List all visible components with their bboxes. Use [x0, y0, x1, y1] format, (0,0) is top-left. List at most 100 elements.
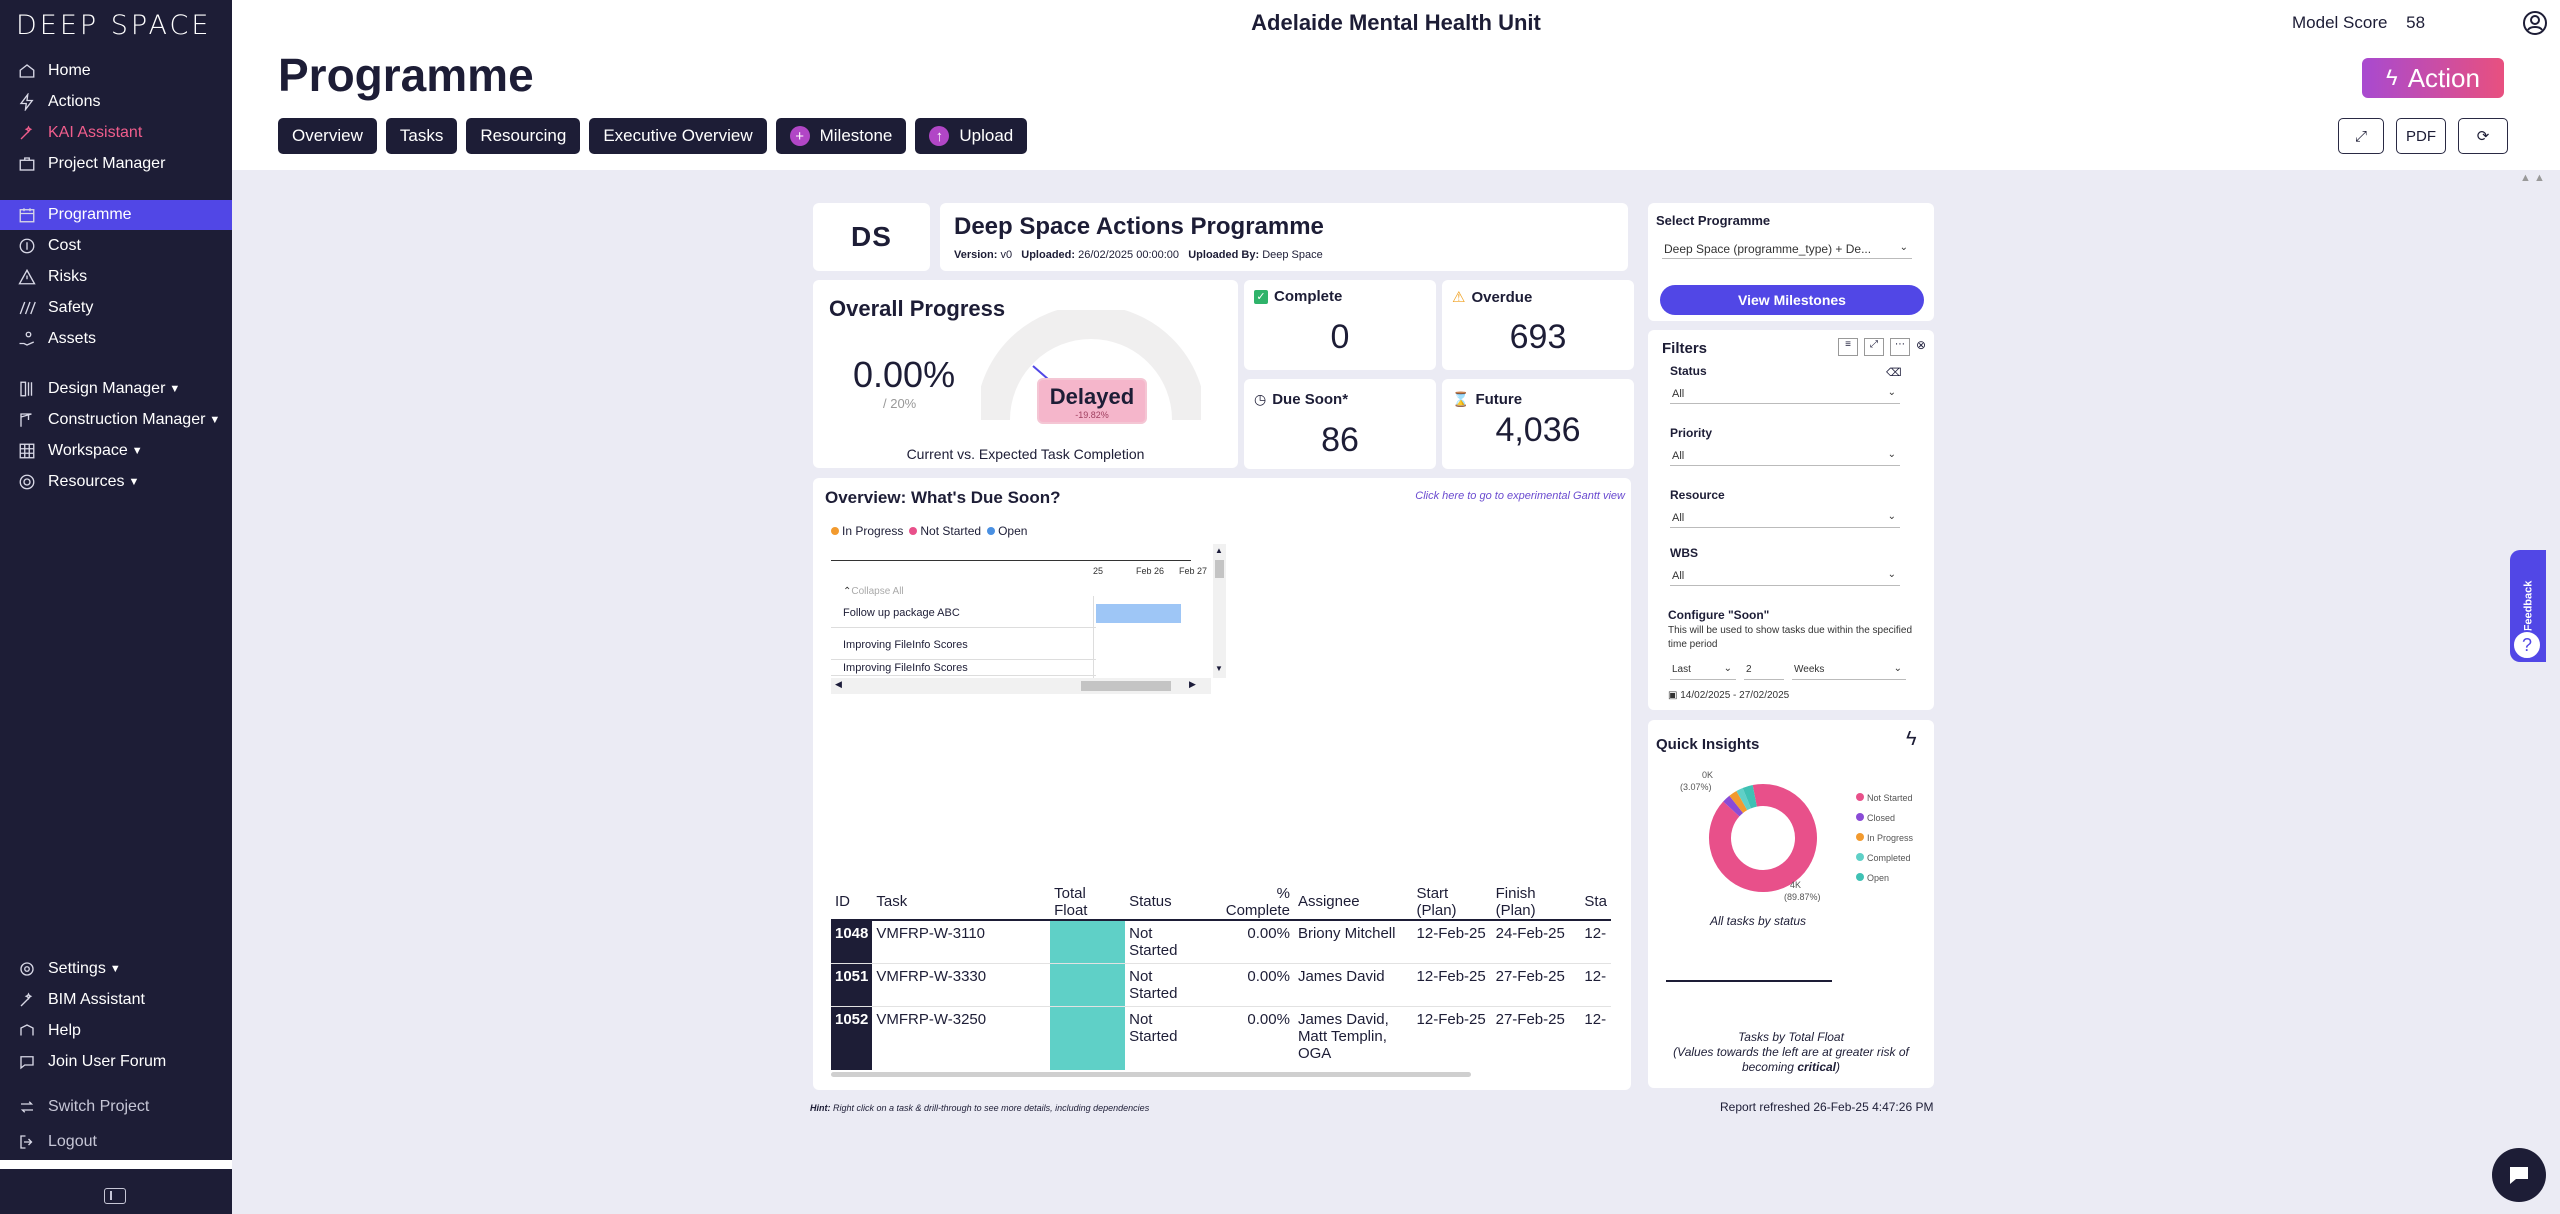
table-row[interactable]: 1052 VMFRP-W-3250 Not Started 0.00% Jame…: [831, 1006, 1611, 1070]
sidebar-item-risks[interactable]: Risks: [0, 262, 232, 292]
help-icon[interactable]: ?: [2512, 630, 2542, 660]
close-icon[interactable]: ⊗: [1916, 338, 1927, 352]
scroll-thumb[interactable]: [1081, 681, 1171, 691]
table-row[interactable]: 1048 VMFRP-W-3110 Not Started 0.00% Brio…: [831, 920, 1611, 964]
sidebar-item-actions[interactable]: Actions: [0, 87, 232, 117]
view-milestones-button[interactable]: View Milestones: [1660, 285, 1924, 315]
sidebar-item-design-manager[interactable]: Design Manager ▼: [0, 374, 232, 404]
donut-slice-not-started[interactable]: [1709, 784, 1817, 892]
period-mode-dropdown[interactable]: Last ⌄: [1670, 660, 1736, 680]
select-programme-value: Deep Space (programme_type) + De...: [1664, 241, 1872, 256]
filter-wbs-dropdown[interactable]: All ⌄: [1670, 566, 1900, 586]
pdf-button[interactable]: PDF: [2396, 118, 2446, 154]
sidebar-item-kai-assistant[interactable]: KAI Assistant: [0, 118, 232, 148]
scroll-down-icon[interactable]: ▼: [1215, 664, 1223, 673]
chevron-down-icon: ⌄: [1887, 449, 1896, 460]
sidebar-item-workspace[interactable]: Workspace ▼: [0, 436, 232, 466]
scroll-right-icon[interactable]: ▶: [1189, 679, 1196, 689]
user-icon[interactable]: [2522, 10, 2548, 36]
legend-item: Completed: [1856, 848, 1913, 868]
filter-icon[interactable]: ≡: [1838, 338, 1858, 356]
col-header-finish-plan[interactable]: Finish (Plan): [1495, 884, 1536, 919]
col-header-pct-complete[interactable]: % Complete: [1225, 884, 1290, 919]
sidebar-item-logout[interactable]: Logout: [0, 1127, 232, 1157]
donut-slice-closed[interactable]: [1723, 795, 1744, 817]
donut-slice-in-progress[interactable]: [1729, 791, 1748, 814]
cell-pct: 0.00%: [1204, 1006, 1294, 1070]
more-icon[interactable]: ⋯: [1890, 338, 1910, 356]
tab-tasks[interactable]: Tasks: [385, 118, 458, 154]
sidebar-item-switch-project[interactable]: Switch Project: [0, 1092, 232, 1122]
scroll-thumb[interactable]: [1215, 560, 1224, 578]
gantt-row[interactable]: Improving FileInfo Scores: [831, 630, 1096, 660]
tab-overview[interactable]: Overview: [278, 118, 377, 154]
table-h-scrollbar[interactable]: [831, 1072, 1471, 1077]
select-programme-dropdown[interactable]: Deep Space (programme_type) + De... ⌄: [1662, 239, 1912, 259]
col-header-status[interactable]: Status: [1129, 893, 1172, 910]
table-row[interactable]: 1051 VMFRP-W-3330 Not Started 0.00% Jame…: [831, 963, 1611, 1007]
sidebar-item-cost[interactable]: Cost: [0, 231, 232, 261]
ds-logo-card: DS: [813, 203, 930, 271]
expand-icon[interactable]: ⤢: [1864, 338, 1884, 356]
sidebar-item-bim-assistant[interactable]: BIM Assistant: [0, 985, 232, 1015]
complete-stat-card[interactable]: ✓ Complete 0: [1244, 280, 1436, 370]
stripes-icon: [16, 297, 38, 319]
col-header-task[interactable]: Task: [876, 893, 908, 910]
chat-button[interactable]: [2492, 1148, 2546, 1202]
expand-icon: ⤢: [2354, 127, 2367, 145]
tab-label: Resourcing: [480, 126, 567, 145]
upload-button[interactable]: ↑ Upload: [915, 118, 1028, 154]
sidebar-item-help[interactable]: Help: [0, 1016, 232, 1046]
sidebar-item-home[interactable]: Home: [0, 56, 232, 86]
filter-status-dropdown[interactable]: All ⌄: [1670, 384, 1900, 404]
filter-resource-dropdown[interactable]: All ⌄: [1670, 508, 1900, 528]
col-header-assignee[interactable]: Assignee: [1297, 893, 1360, 910]
gantt-v-scrollbar[interactable]: ▲ ▼: [1213, 544, 1226, 678]
sidebar-item-assets[interactable]: Assets: [0, 324, 232, 354]
float-caption-text: becoming: [1741, 1060, 1794, 1074]
sidebar-item-construction-manager[interactable]: Construction Manager ▼: [0, 405, 232, 435]
tab-executive-overview[interactable]: Executive Overview: [589, 118, 767, 154]
gantt-row[interactable]: Follow up package ABC: [831, 598, 1096, 628]
col-header-id[interactable]: ID: [835, 893, 850, 910]
cell-start-actual: 12-: [1580, 1006, 1611, 1070]
chevron-up-icon: ⌃: [843, 586, 852, 597]
donut-slice-open[interactable]: [1742, 785, 1758, 809]
scroll-left-icon[interactable]: ◀: [835, 679, 842, 689]
gantt-collapse-all[interactable]: ⌃Collapse All: [843, 586, 904, 597]
period-unit-dropdown[interactable]: Weeks ⌄: [1792, 660, 1906, 680]
scroll-up-icon[interactable]: ▲ ▲: [2520, 172, 2545, 184]
gantt-link[interactable]: Click here to go to experimental Gantt v…: [1415, 490, 1625, 502]
bolt-icon[interactable]: ϟ: [1906, 728, 1917, 750]
tab-resourcing[interactable]: Resourcing: [466, 118, 581, 154]
action-button[interactable]: ϟ Action: [2362, 58, 2504, 98]
sidebar-item-resources[interactable]: Resources ▼: [0, 467, 232, 497]
col-header-start-plan[interactable]: Start (Plan): [1416, 884, 1457, 919]
period-count-input[interactable]: 2: [1744, 660, 1784, 680]
milestone-button[interactable]: + Milestone: [775, 118, 907, 154]
donut-slice-completed[interactable]: [1736, 787, 1752, 811]
col-header-start-actual[interactable]: Sta: [1584, 893, 1607, 910]
sidebar-item-settings[interactable]: Settings ▼: [0, 954, 232, 984]
gantt-bar[interactable]: [1096, 604, 1181, 623]
gantt-row[interactable]: Improving FileInfo Scores: [831, 662, 1096, 676]
eraser-icon[interactable]: ⌫: [1886, 367, 1902, 379]
sidebar-item-safety[interactable]: Safety: [0, 293, 232, 323]
feedback-label: Feedback: [2522, 580, 2534, 632]
expand-button[interactable]: ⤢: [2338, 118, 2384, 154]
sidebar-collapse-icon[interactable]: [104, 1188, 126, 1204]
scroll-up-icon[interactable]: ▲: [1215, 546, 1223, 555]
filter-priority-dropdown[interactable]: All ⌄: [1670, 446, 1900, 466]
logout-icon: [16, 1131, 38, 1153]
col-header-total-float[interactable]: Total Float: [1054, 884, 1088, 919]
overdue-stat-card[interactable]: ⚠ Overdue 693: [1442, 280, 1634, 370]
gantt-h-scrollbar[interactable]: ◀ ▶: [831, 678, 1211, 694]
donut-caption: All tasks by status: [1709, 914, 1807, 928]
due-soon-stat-card[interactable]: ◷ Due Soon* 86: [1244, 379, 1436, 469]
sidebar-item-project-manager[interactable]: Project Manager: [0, 149, 232, 179]
cell-total-float: [1050, 920, 1126, 964]
sidebar-item-join-user-forum[interactable]: Join User Forum: [0, 1047, 232, 1077]
future-stat-card[interactable]: ⌛ Future 4,036: [1442, 379, 1634, 469]
refresh-button[interactable]: ⟳: [2458, 118, 2508, 154]
sidebar-item-programme[interactable]: Programme: [0, 200, 232, 230]
